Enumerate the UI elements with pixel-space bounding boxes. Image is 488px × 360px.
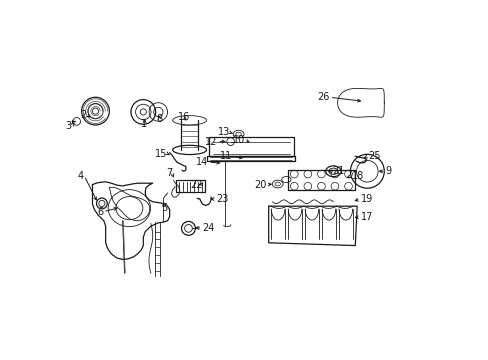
Text: 23: 23	[216, 194, 228, 204]
Text: 5: 5	[162, 203, 167, 213]
Text: 16: 16	[177, 112, 189, 122]
Text: 11: 11	[220, 151, 232, 161]
Text: 25: 25	[367, 151, 380, 161]
Text: 9: 9	[385, 166, 391, 176]
Text: 21: 21	[332, 166, 345, 176]
Text: 7: 7	[166, 168, 172, 179]
Text: 24: 24	[202, 223, 214, 233]
Text: 19: 19	[360, 194, 372, 204]
Text: 6: 6	[97, 207, 103, 217]
Text: 1: 1	[141, 118, 147, 129]
Text: 17: 17	[360, 212, 372, 222]
Text: 2: 2	[81, 110, 87, 120]
Text: 20: 20	[254, 180, 266, 190]
Text: 8: 8	[156, 114, 162, 123]
Text: 22: 22	[189, 180, 202, 190]
Text: 26: 26	[317, 92, 329, 102]
Text: 10: 10	[232, 135, 244, 145]
Text: 3: 3	[65, 121, 72, 131]
Text: 13: 13	[217, 127, 229, 138]
Text: 14: 14	[196, 157, 208, 167]
Text: 12: 12	[204, 136, 217, 147]
Text: 15: 15	[154, 149, 167, 158]
Text: 4: 4	[78, 171, 84, 181]
Text: 18: 18	[351, 171, 363, 181]
